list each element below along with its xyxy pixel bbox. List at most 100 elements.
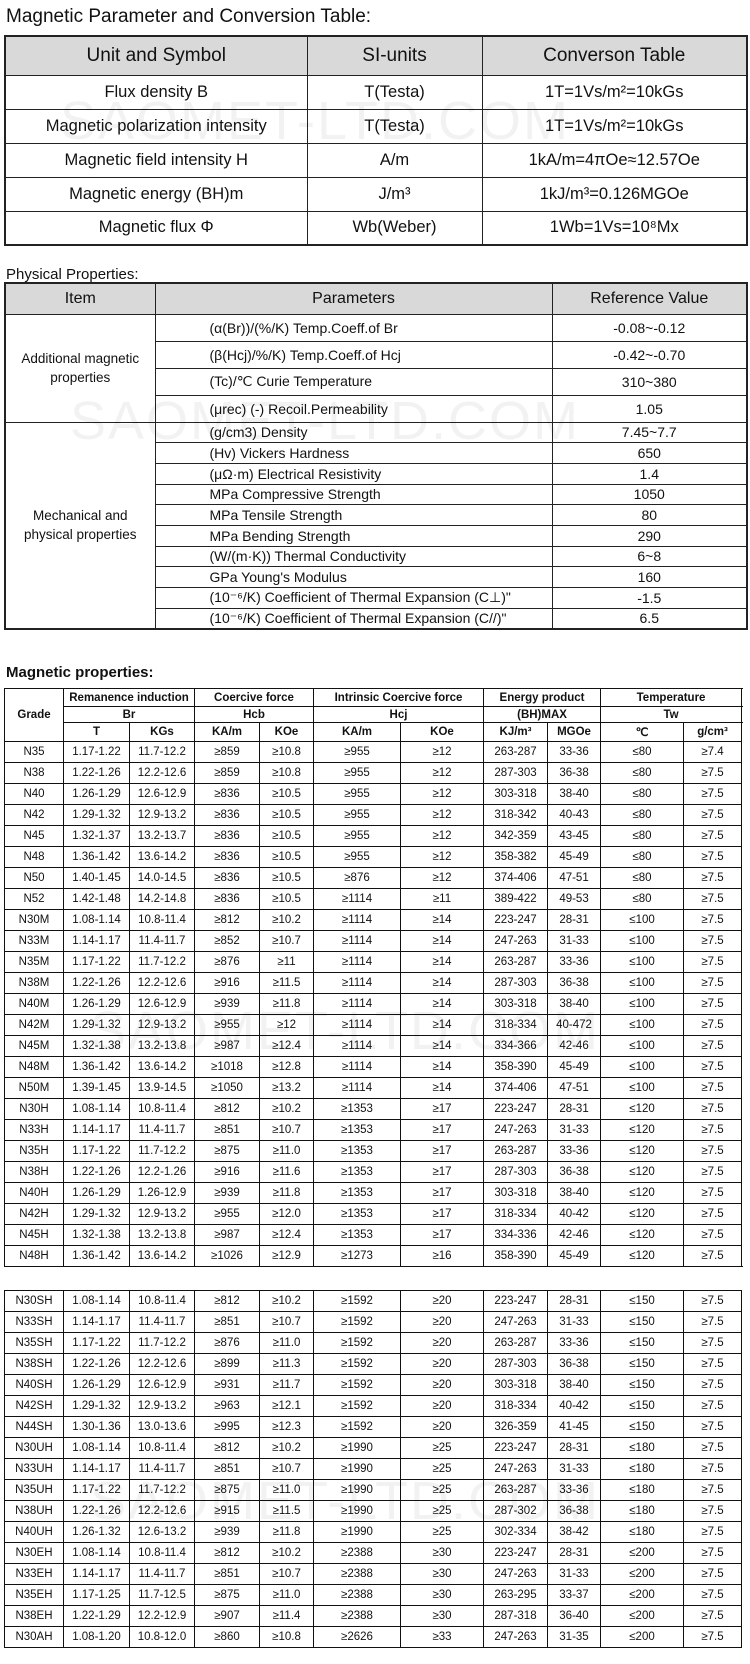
table-cell: 223-247 <box>483 1098 549 1120</box>
table-cell: ≥7.5 <box>683 1161 743 1183</box>
table-cell: 1.29-1.32 <box>63 1395 130 1417</box>
table-cell: 1.08-1.20 <box>63 1626 130 1648</box>
table-cell: ≥7.5 <box>683 930 743 952</box>
table-cell: ≥14 <box>399 951 485 973</box>
header-row: T KGs KA/m KOe KA/m KOe KJ/m³ MGOe ℃ g/cm³ <box>5 722 743 742</box>
group-header: Intrinsic Coercive force <box>312 688 485 707</box>
table-cell: ≤120 <box>600 1224 685 1246</box>
table-cell: ≥812 <box>194 1437 260 1459</box>
column-header: Reference Value <box>551 282 748 315</box>
table-cell: ≥11.7 <box>259 1374 314 1396</box>
table-cell: ≥812 <box>194 1542 260 1564</box>
table-cell: ≤180 <box>600 1437 684 1459</box>
column-header: SI-units <box>306 35 483 76</box>
table-cell: 247-263 <box>483 1563 548 1585</box>
table-cell: 1.22-1.26 <box>63 972 130 994</box>
table-cell: ≥13.2 <box>259 1077 314 1099</box>
grade-cell: N40 <box>4 783 64 805</box>
table-cell: ≥16 <box>399 1245 485 1267</box>
table-cell: ≥7.5 <box>683 1035 743 1057</box>
table-cell: Magnetic flux Φ <box>4 210 308 246</box>
table-cell: T(Testa) <box>306 108 483 144</box>
table-cell: ≥1592 <box>313 1353 401 1375</box>
table-cell: ≥10.7 <box>259 1119 314 1141</box>
value-cell: -0.08~-0.12 <box>551 313 748 342</box>
table-row: Flux density B T(Testa) 1T=1Vs/m²=10kGs <box>4 74 748 110</box>
table-cell: 1.29-1.32 <box>63 1014 130 1036</box>
table-cell: ≤150 <box>600 1395 684 1417</box>
table-cell: 36-38 <box>547 762 602 784</box>
table-cell: 33-36 <box>547 951 602 973</box>
table-row: Magnetic polarization intensity T(Testa) 1… <box>4 108 748 144</box>
table-cell: ≥20 <box>400 1311 484 1333</box>
table-row: (μrec) (-) Recoil.Permeability 1.05 <box>5 394 748 423</box>
table-cell: 12.2-12.6 <box>129 762 195 784</box>
table-cell: ≤80 <box>600 762 685 784</box>
table-cell: 1.17-1.22 <box>63 741 130 763</box>
section-title: Physical Properties: <box>6 266 139 283</box>
table-cell: ≥955 <box>194 1203 260 1225</box>
grade-cell: N38UH <box>4 1500 64 1522</box>
table-cell: ≥955 <box>313 762 401 784</box>
table-cell: ≥10.8 <box>259 1626 314 1648</box>
table-cell: ≥1353 <box>313 1098 401 1120</box>
magnetic-table: N30SH 1.08-1.14 10.8-11.4 ≥812 ≥10.2 ≥1592 ≥20… <box>4 1290 742 1648</box>
table-cell: ≥1114 <box>313 1077 401 1099</box>
table-cell: 10.8-12.0 <box>129 1626 195 1648</box>
table-cell: ≥10.2 <box>259 909 314 931</box>
table-cell: ≥7.5 <box>683 1374 742 1396</box>
table-cell: ≥876 <box>194 1332 260 1354</box>
value-cell: -0.42~-0.70 <box>551 340 748 369</box>
table-cell: ≥20 <box>400 1332 484 1354</box>
unit-header: KA/m <box>194 722 260 742</box>
item-cell: Additional magnetic properties <box>4 313 156 423</box>
table-cell: T(Testa) <box>306 74 483 110</box>
table-cell: ≥7.4 <box>683 741 743 763</box>
table-row: Magnetic flux Φ Wb(Weber) 1Wb=1Vs=10⁸Mx <box>4 210 748 246</box>
table-cell: ≥14 <box>399 930 485 952</box>
table-row: N30H 1.08-1.14 10.8-11.4 ≥812 ≥10.2 ≥1353 ≥17 2… <box>4 1098 743 1120</box>
watermark: SAOMET-LTD.COM <box>90 1001 601 1061</box>
group-symbol: Hcb <box>194 706 314 723</box>
table-cell: 11.4-11.7 <box>129 1119 195 1141</box>
table-cell: ≥17 <box>399 1119 485 1141</box>
table-cell: ≥916 <box>194 1161 260 1183</box>
table-cell: ≥11.8 <box>259 1182 314 1204</box>
table-cell: ≥10.5 <box>259 867 314 889</box>
table-cell: 45-49 <box>547 1056 602 1078</box>
table-cell: ≤120 <box>600 1119 685 1141</box>
grade-cell: N44SH <box>4 1416 64 1438</box>
table-cell: 1.17-1.22 <box>63 951 130 973</box>
table-cell: Magnetic field intensity H <box>4 142 308 178</box>
table-row: N33M 1.14-1.17 11.4-11.7 ≥852 ≥10.7 ≥1114 ≥14 2… <box>4 930 743 952</box>
table-cell: ≥17 <box>399 1203 485 1225</box>
table-cell: ≥860 <box>194 1626 260 1648</box>
table-cell: 263-287 <box>483 741 549 763</box>
table-cell: ≥1990 <box>313 1479 401 1501</box>
table-cell: ≥7.5 <box>683 1626 742 1648</box>
table-cell: ≤100 <box>600 1014 685 1036</box>
table-cell: ≥1990 <box>313 1458 401 1480</box>
table-cell: 10.8-11.4 <box>129 1098 195 1120</box>
table-cell: 1.08-1.14 <box>63 1290 130 1312</box>
parameter-cell: (W/(m·K)) Thermal Conductivity <box>154 545 553 568</box>
table-cell: 28-31 <box>547 1098 602 1120</box>
table-cell: 43-45 <box>547 825 602 847</box>
table-cell: ≥859 <box>194 762 260 784</box>
grade-cell: N33H <box>4 1119 64 1141</box>
table-cell: 12.6-12.9 <box>129 783 195 805</box>
table-cell: ≥12.0 <box>259 1203 314 1225</box>
table-cell: ≥7.5 <box>683 1119 743 1141</box>
table-cell: ≥7.5 <box>683 993 743 1015</box>
table-cell: 10.8-11.4 <box>129 1437 195 1459</box>
table-cell: ≥7.5 <box>683 1098 743 1120</box>
column-header: Grade <box>4 688 64 742</box>
table-cell: ≤120 <box>600 1203 685 1225</box>
table-cell: 40-42 <box>547 1395 601 1417</box>
parameter-cell: (α(Br))/(%/K) Temp.Coeff.of Br <box>154 313 553 342</box>
table-cell: ≥25 <box>400 1437 484 1459</box>
table-cell: ≥12 <box>399 846 485 868</box>
table-cell: 47-51 <box>547 1077 602 1099</box>
table-cell: ≤80 <box>600 804 685 826</box>
